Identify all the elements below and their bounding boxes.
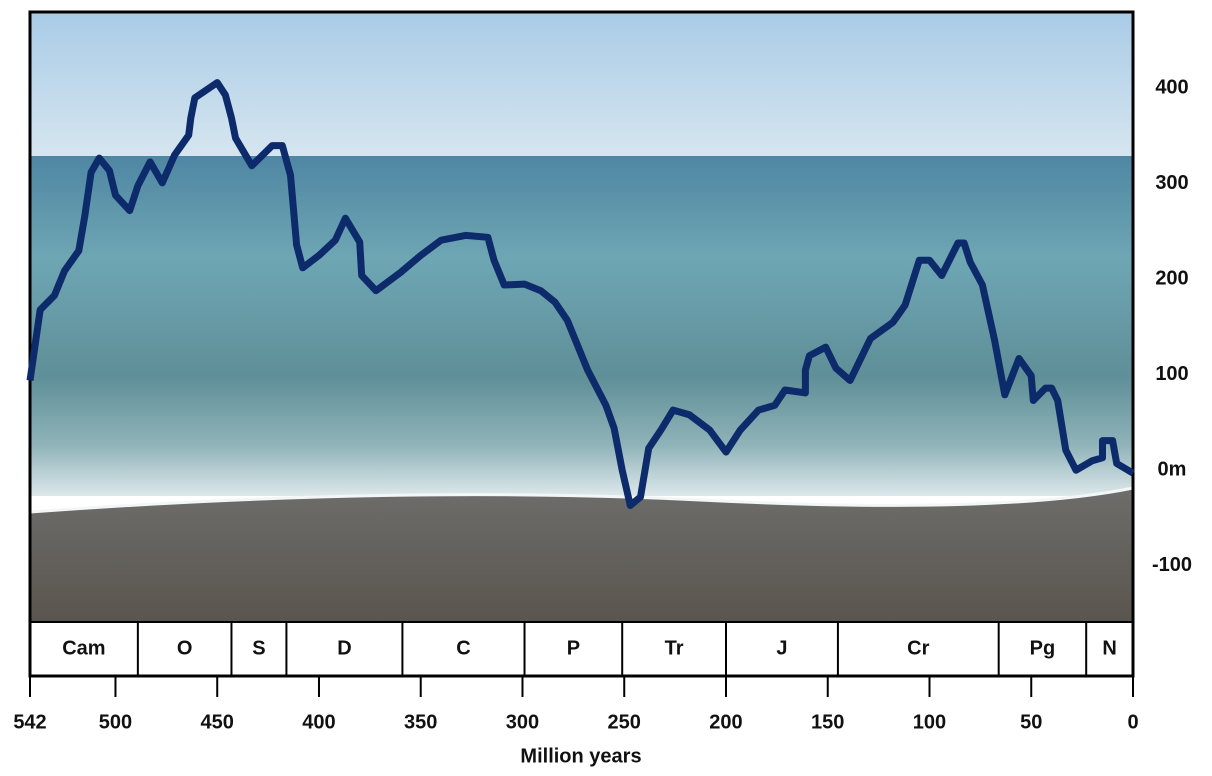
period-label: S [252, 637, 265, 659]
period-label: Cr [907, 637, 929, 659]
period-label: C [456, 637, 470, 659]
y-tick-label: 300 [1155, 172, 1188, 194]
x-tick-label: 400 [302, 711, 335, 733]
sea-level-line [26, 79, 1135, 509]
period-label: D [337, 637, 351, 659]
y-tick-label: 200 [1155, 268, 1188, 290]
x-axis-label: Million years [520, 745, 641, 767]
y-tick-label: 0m [1158, 458, 1187, 480]
period-label: Tr [665, 637, 684, 659]
background-photo [29, 12, 1134, 622]
x-tick-label: 500 [99, 711, 132, 733]
period-label: Cam [62, 637, 105, 659]
x-tick-label: 0 [1127, 711, 1138, 733]
x-tick-label: 100 [913, 711, 946, 733]
period-label: J [776, 637, 787, 659]
period-label: Pg [1030, 637, 1056, 659]
y-tick-label: 100 [1155, 363, 1188, 385]
x-tick-label: 350 [404, 711, 437, 733]
x-tick-label: 542 [13, 711, 46, 733]
y-tick-label: 400 [1155, 77, 1188, 99]
x-tick-label: 200 [709, 711, 742, 733]
y-tick-label: -100 [1152, 554, 1192, 576]
x-tick-label: 300 [506, 711, 539, 733]
x-tick-label: 250 [608, 711, 641, 733]
period-label: N [1102, 637, 1116, 659]
plot-frame [28, 10, 1135, 678]
x-tick-label: 50 [1020, 711, 1042, 733]
period-label: P [567, 637, 580, 659]
x-tick-label: 150 [811, 711, 844, 733]
period-label: O [177, 637, 193, 659]
x-tick-label: 450 [201, 711, 234, 733]
